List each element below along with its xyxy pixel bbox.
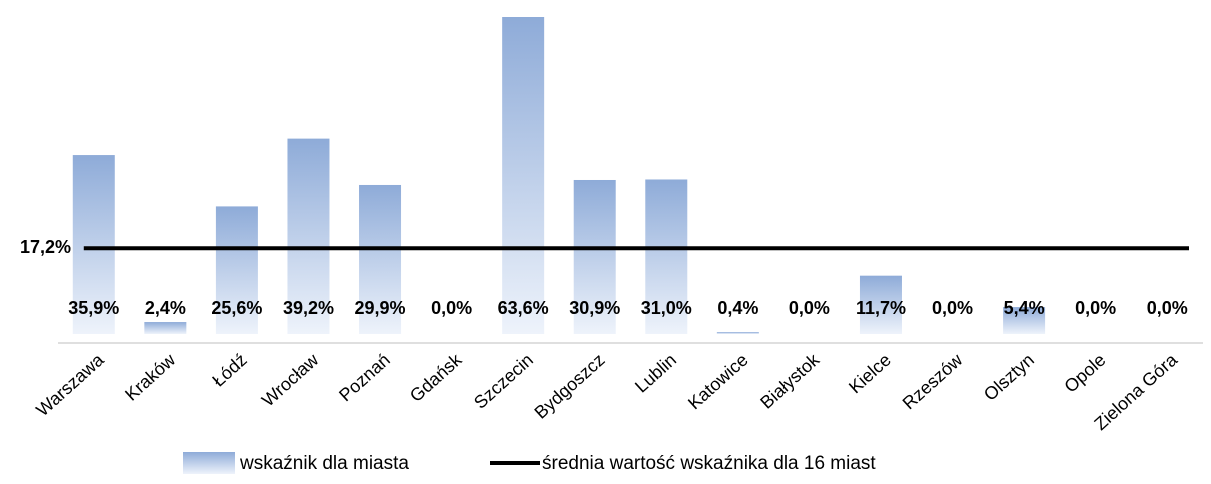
bar — [215, 206, 258, 334]
bar — [1003, 307, 1046, 334]
value-label: 63,6% — [498, 298, 549, 318]
x-tick-label: Poznań — [335, 350, 394, 406]
x-tick-label: Lublin — [631, 350, 680, 397]
x-tick-label: Bydgoszcz — [531, 350, 609, 423]
x-tick: Olsztyn — [980, 350, 1038, 405]
average-label: 17,2% — [20, 237, 71, 257]
x-tick-label: Katowice — [684, 350, 752, 414]
bar — [287, 138, 330, 334]
legend-swatch — [183, 452, 235, 474]
value-label: 39,2% — [283, 298, 334, 318]
legend-label: wskaźnik dla miasta — [239, 453, 409, 474]
bar — [359, 184, 402, 334]
x-tick-label: Łódź — [208, 350, 250, 391]
x-tick: Opole — [1060, 350, 1109, 397]
value-label: 0,0% — [431, 298, 472, 318]
x-tick: Warszawa — [32, 349, 108, 420]
bar — [502, 17, 545, 334]
x-tick-label: Olsztyn — [980, 350, 1038, 405]
x-tick-label: Opole — [1060, 350, 1109, 397]
legend-label: średnia wartość wskaźnika dla 16 miast — [542, 453, 876, 474]
bar — [72, 155, 115, 334]
x-tick: Katowice — [684, 350, 752, 414]
bar — [573, 179, 616, 334]
value-label: 30,9% — [569, 298, 620, 318]
x-tick-label: Kielce — [845, 350, 895, 398]
x-tick: Rzeszów — [899, 349, 967, 413]
x-tick: Białystok — [756, 349, 824, 413]
x-tick-label: Wrocław — [258, 349, 323, 410]
value-label: 29,9% — [355, 298, 406, 318]
value-label: 5,4% — [1004, 298, 1045, 318]
bar — [716, 332, 759, 334]
value-label: 0,4% — [717, 298, 758, 318]
value-label: 0,0% — [1075, 298, 1116, 318]
x-tick: Łódź — [208, 350, 250, 391]
x-tick: Gdańsk — [406, 349, 466, 406]
x-tick-label: Kraków — [121, 349, 180, 405]
x-tick: Bydgoszcz — [531, 350, 609, 423]
bar — [144, 322, 187, 334]
value-label: 0,0% — [932, 298, 973, 318]
value-label: 11,7% — [856, 298, 906, 318]
x-tick-label: Szczecin — [470, 350, 537, 413]
x-tick: Wrocław — [258, 349, 323, 410]
x-tick-label: Gdańsk — [406, 349, 466, 406]
x-tick: Lublin — [631, 350, 680, 397]
value-label: 0,0% — [789, 298, 830, 318]
value-label: 35,9% — [68, 298, 119, 318]
x-tick-label: Rzeszów — [899, 349, 967, 413]
x-tick-label: Białystok — [756, 349, 824, 413]
x-tick: Kielce — [845, 350, 895, 398]
x-tick: Poznań — [335, 350, 394, 406]
value-label: 2,4% — [145, 298, 186, 318]
x-tick-label: Warszawa — [32, 349, 108, 420]
value-label: 0,0% — [1147, 298, 1188, 318]
bar — [859, 275, 902, 334]
bar — [645, 179, 688, 334]
value-label: 25,6% — [211, 298, 262, 318]
value-label: 31,0% — [641, 298, 692, 318]
x-tick: Szczecin — [470, 350, 537, 413]
x-tick: Kraków — [121, 349, 180, 405]
